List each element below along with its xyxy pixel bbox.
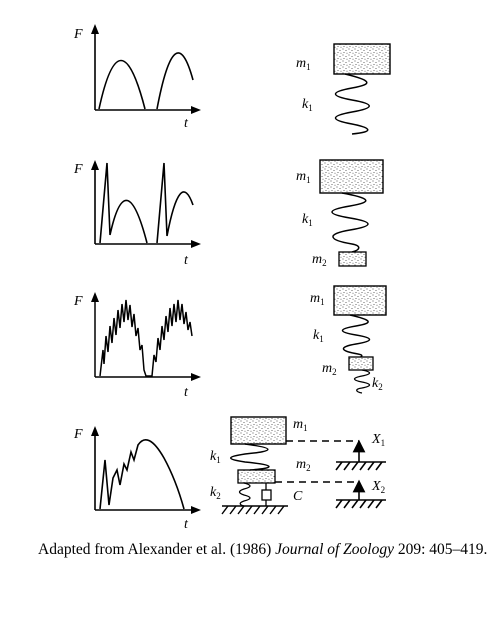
figure-caption: Adapted from Alexander et al. (1986) Jou…: [38, 540, 488, 559]
spring-label: k: [210, 485, 217, 500]
mass-subscript: 1: [306, 175, 311, 185]
svg-text:m2: m2: [296, 457, 311, 473]
svg-text:k2: k2: [372, 376, 383, 392]
mass-label: m: [296, 56, 306, 71]
ground: [221, 505, 288, 515]
displacement-references: [275, 439, 386, 509]
svg-text:F: F: [73, 294, 83, 309]
spring-subscript: 2: [378, 382, 383, 392]
axis-y-label: F: [73, 294, 83, 309]
spring-2: [238, 482, 251, 507]
svg-text:t: t: [184, 385, 189, 400]
force-time-graph-4: [91, 426, 201, 514]
mass-2: [237, 469, 276, 484]
spring-label: k: [313, 328, 320, 343]
displacement-label: X: [371, 479, 381, 494]
svg-text:m1: m1: [296, 169, 311, 185]
mass-1: [319, 159, 384, 194]
svg-text:X1: X1: [371, 432, 385, 448]
svg-text:t: t: [184, 116, 189, 131]
panel-4: F t: [73, 416, 386, 532]
mass-subscript: 1: [303, 423, 308, 433]
spring-2: [353, 369, 371, 394]
force-curve: [98, 52, 194, 110]
mass-1: [230, 416, 287, 445]
spring-1: [331, 192, 369, 253]
mass-subscript: 1: [306, 62, 311, 72]
axis-y-label: F: [73, 162, 83, 177]
force-time-graph-3: [91, 292, 201, 381]
svg-text:m1: m1: [293, 417, 308, 433]
spring-1: [341, 314, 371, 359]
caption-journal: Journal of Zoology: [275, 541, 394, 558]
force-curve: [99, 162, 194, 244]
svg-text:m2: m2: [322, 361, 337, 377]
spring-label: k: [372, 376, 379, 391]
svg-text:m2: m2: [312, 252, 327, 268]
svg-text:F: F: [73, 27, 83, 42]
svg-text:k2: k2: [210, 485, 221, 501]
svg-text:F: F: [73, 162, 83, 177]
spring-label: k: [210, 449, 217, 464]
axis-y-label: F: [73, 427, 83, 442]
spring-subscript: 1: [319, 334, 324, 344]
panel-1: F t m1 k1: [73, 24, 391, 135]
svg-text:C: C: [293, 489, 303, 504]
spring-label: k: [302, 212, 309, 227]
spring-subscript: 1: [308, 218, 313, 228]
mass-subscript: 1: [320, 297, 325, 307]
mass-1: [333, 43, 391, 75]
panel-2: F t m1 k1 m2: [73, 159, 384, 268]
svg-text:k1: k1: [302, 97, 313, 113]
force-curve: [99, 299, 193, 377]
svg-text:k1: k1: [210, 449, 221, 465]
damper-label: C: [293, 489, 303, 504]
mass-label: m: [293, 417, 303, 432]
force-time-graph-2: [91, 160, 201, 248]
figure: F t m1 k1 F t m1 k1 m2 F: [73, 24, 391, 532]
mass-1: [333, 285, 387, 316]
displacement-subscript: 2: [381, 485, 386, 495]
mass-2: [338, 251, 367, 267]
spring-label: k: [302, 97, 309, 112]
mass-label: m: [312, 252, 322, 267]
spring-subscript: 1: [308, 103, 313, 113]
axis-y-label: F: [73, 27, 83, 42]
mass-2: [348, 356, 374, 371]
spring-1: [230, 443, 270, 471]
axis-x-label: t: [184, 116, 189, 131]
damper: [261, 483, 272, 506]
spring-subscript: 2: [216, 491, 221, 501]
svg-text:k1: k1: [302, 212, 313, 228]
svg-text:k1: k1: [313, 328, 324, 344]
displacement-subscript: 1: [381, 438, 386, 448]
mass-subscript: 2: [322, 258, 327, 268]
mass-label: m: [310, 291, 320, 306]
mass-label: m: [296, 169, 306, 184]
force-time-graph-1: [91, 24, 201, 114]
axis-x-label: t: [184, 385, 189, 400]
caption-prefix: Adapted from Alexander et al. (1986): [38, 541, 276, 558]
spring-subscript: 1: [216, 455, 221, 465]
axis-x-label: t: [184, 517, 189, 532]
svg-text:m1: m1: [310, 291, 325, 307]
panel-3: F t m1 k1 m2 k2: [73, 285, 387, 400]
svg-text:t: t: [184, 253, 189, 268]
force-curve: [99, 439, 185, 510]
svg-text:X2: X2: [371, 479, 385, 495]
displacement-label: X: [371, 432, 381, 447]
mass-label: m: [296, 457, 306, 472]
spring-1: [334, 73, 370, 135]
svg-text:m1: m1: [296, 56, 311, 72]
mass-subscript: 2: [332, 367, 337, 377]
mass-label: m: [322, 361, 332, 376]
caption-suffix: 209: 405–419.: [394, 541, 488, 558]
svg-text:t: t: [184, 517, 189, 532]
mass-subscript: 2: [306, 463, 311, 473]
axis-x-label: t: [184, 253, 189, 268]
svg-text:F: F: [73, 427, 83, 442]
